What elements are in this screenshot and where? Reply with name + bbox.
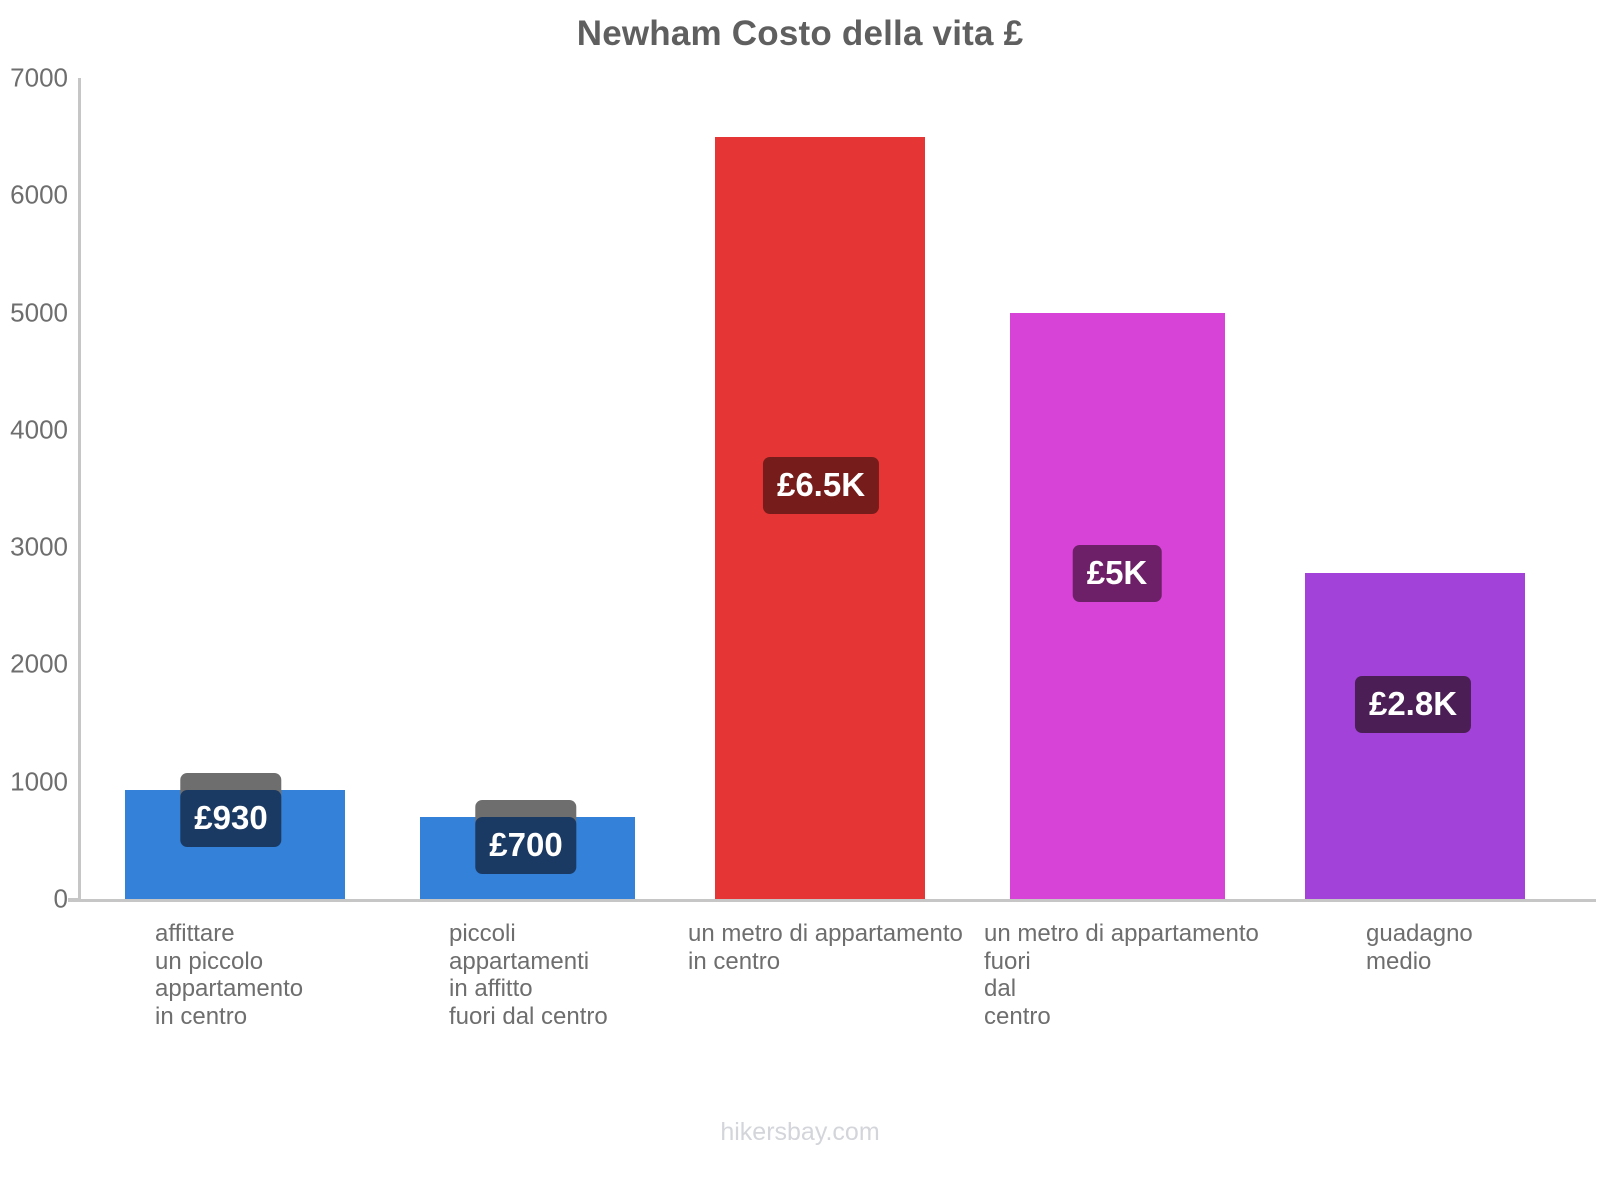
y-tick-label-7000: 7000 (10, 62, 68, 93)
value-label-affittare-un-piccolo-appartamento-in-centro: £930 (180, 790, 282, 847)
bar-rect (1010, 312, 1225, 899)
bar-un-metro-di-appartamento-fuori-dal-centro[interactable] (1010, 312, 1225, 899)
footer-watermark: hikersbay.com (720, 1118, 880, 1146)
y-tick-label-0: 0 (53, 883, 68, 914)
x-axis-label-piccoli-appartamenti-in-affitto-fuori-dal-centro: piccoli appartamenti in affitto fuori da… (449, 920, 608, 1030)
y-tick-label-1000: 1000 (10, 766, 68, 797)
y-axis-line (78, 78, 81, 899)
x-axis-label-un-metro-di-appartamento-in-centro: un metro di appartamento in centro (688, 920, 963, 975)
y-tick-label-5000: 5000 (10, 297, 68, 328)
y-tick-label-3000: 3000 (10, 531, 68, 562)
x-axis-label-affittare-un-piccolo-appartamento-in-centro: affittare un piccolo appartamento in cen… (155, 920, 304, 1030)
value-label-un-metro-di-appartamento-fuori-dal-centro: £5K (1072, 545, 1162, 602)
bar-guadagno-medio[interactable] (1305, 572, 1525, 899)
chart-title: Newham Costo della vita £ (576, 14, 1024, 53)
y-tick-label-6000: 6000 (10, 179, 68, 210)
bar-rect (715, 136, 925, 899)
value-label-guadagno-medio: £2.8K (1354, 676, 1472, 733)
y-tick-mark-0 (68, 898, 78, 900)
x-axis-label-guadagno-medio: guadagno medio (1366, 920, 1473, 975)
x-axis-label-un-metro-di-appartamento-fuori-dal-centro: un metro di appartamento fuori dal centr… (984, 920, 1259, 1030)
x-axis-line (68, 899, 1596, 902)
value-label-un-metro-di-appartamento-in-centro: £6.5K (762, 457, 880, 514)
bar-rect (1305, 572, 1525, 899)
value-label-piccoli-appartamenti-in-affitto-fuori-dal-centro: £700 (475, 817, 577, 874)
y-tick-label-4000: 4000 (10, 414, 68, 445)
y-tick-label-2000: 2000 (10, 648, 68, 679)
bar-un-metro-di-appartamento-in-centro[interactable] (715, 136, 925, 899)
